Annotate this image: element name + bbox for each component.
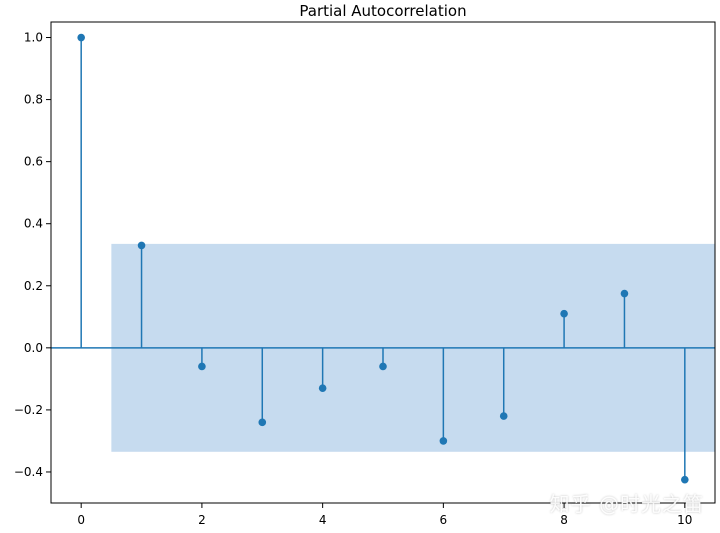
y-tick-label-7: 1.0 [24,31,43,45]
stem-marker-lag-5 [379,362,387,371]
x-tick-label-10: 10 [677,513,692,527]
y-tick-label-0: −0.4 [14,465,43,479]
watermark: 知乎 @时光之笛 [549,492,704,516]
x-tick-label-0: 0 [77,513,85,527]
plot-frame [50,21,716,504]
stem-marker-lag-2 [198,362,206,371]
y-tick-label-6: 0.8 [24,93,43,107]
x-tick-label-6: 6 [440,513,448,527]
axes-layer: 0 2 4 6 8 10 −0.4 −0.2 0.0 0.2 0.4 0.6 0.8 1.0 [14,21,716,527]
stem-layer [51,33,715,484]
stem-marker-lag-0 [77,33,85,42]
stem-marker-lag-1 [137,241,146,250]
y-tick-label-3: 0.2 [24,279,43,293]
stem-marker-lag-8 [560,309,568,318]
x-tick-label-8: 8 [560,513,568,527]
stem-marker-lag-7 [499,412,508,420]
x-tick-label-4: 4 [319,513,327,527]
stem-marker-lag-10 [681,475,689,484]
stem-marker-lag-9 [620,289,629,298]
stem-marker-lag-3 [258,418,267,427]
y-tick-label-1: −0.2 [14,403,43,417]
stem-marker-lag-6 [439,437,448,445]
y-tick-label-4: 0.4 [24,217,43,231]
stem-marker-lag-4 [318,384,327,392]
y-tick-label-5: 0.6 [24,155,43,169]
x-tick-label-2: 2 [198,513,206,527]
chart-title: Partial Autocorrelation [299,2,466,20]
y-tick-label-2: 0.0 [24,341,43,355]
